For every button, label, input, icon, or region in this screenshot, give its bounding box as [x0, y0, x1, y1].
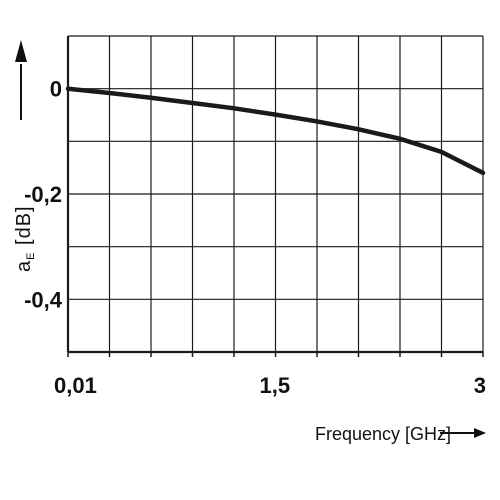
chart-grid — [68, 36, 483, 352]
series-group — [65, 86, 486, 176]
x-axis-arrow — [440, 428, 486, 438]
y-tick-label: 0 — [50, 77, 62, 102]
y-tick-labels: 0 -0,2 -0,4 — [24, 77, 63, 313]
series-line — [65, 86, 486, 176]
x-tick-label: 0,01 — [54, 373, 97, 398]
x-axis-label: Frequency [GHz] — [315, 424, 451, 444]
y-axis-label-unit: [dB] — [13, 205, 35, 245]
y-axis-label-subscript: E — [25, 252, 37, 260]
y-axis-label-main: a — [13, 260, 35, 272]
x-tick-label: 1,5 — [260, 373, 291, 398]
plot-frame — [66, 35, 484, 357]
svg-text:aE [dB]: aE [dB] — [13, 205, 37, 272]
y-tick-label: -0,2 — [24, 182, 62, 207]
y-axis-arrow — [15, 40, 27, 120]
x-tick-labels: 0,01 1,5 3 — [54, 373, 486, 398]
y-axis-label: aE [dB] — [13, 205, 37, 272]
x-tick-label: 3 — [474, 373, 486, 398]
y-tick-label: -0,4 — [24, 287, 63, 312]
